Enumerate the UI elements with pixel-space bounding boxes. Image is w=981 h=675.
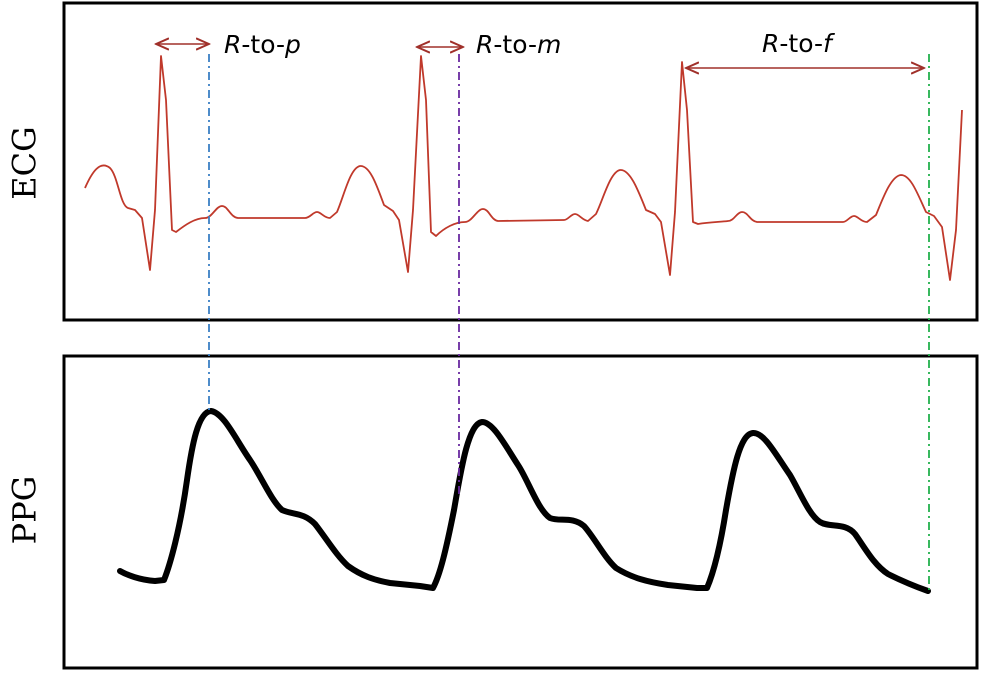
ecg-panel-frame [62, 1, 979, 322]
ecg-waveform [84, 55, 963, 281]
r-to-m-label: R-to-m [476, 30, 561, 59]
r-to-p-label: R-to-p [224, 30, 301, 59]
ppg-panel-frame [62, 354, 979, 670]
ppg-panel-label: PPG [6, 476, 44, 545]
ecg-panel-label: ECG [6, 126, 44, 199]
r-to-f-label: R-to-f [762, 29, 835, 58]
ppg-waveform [117, 408, 931, 594]
